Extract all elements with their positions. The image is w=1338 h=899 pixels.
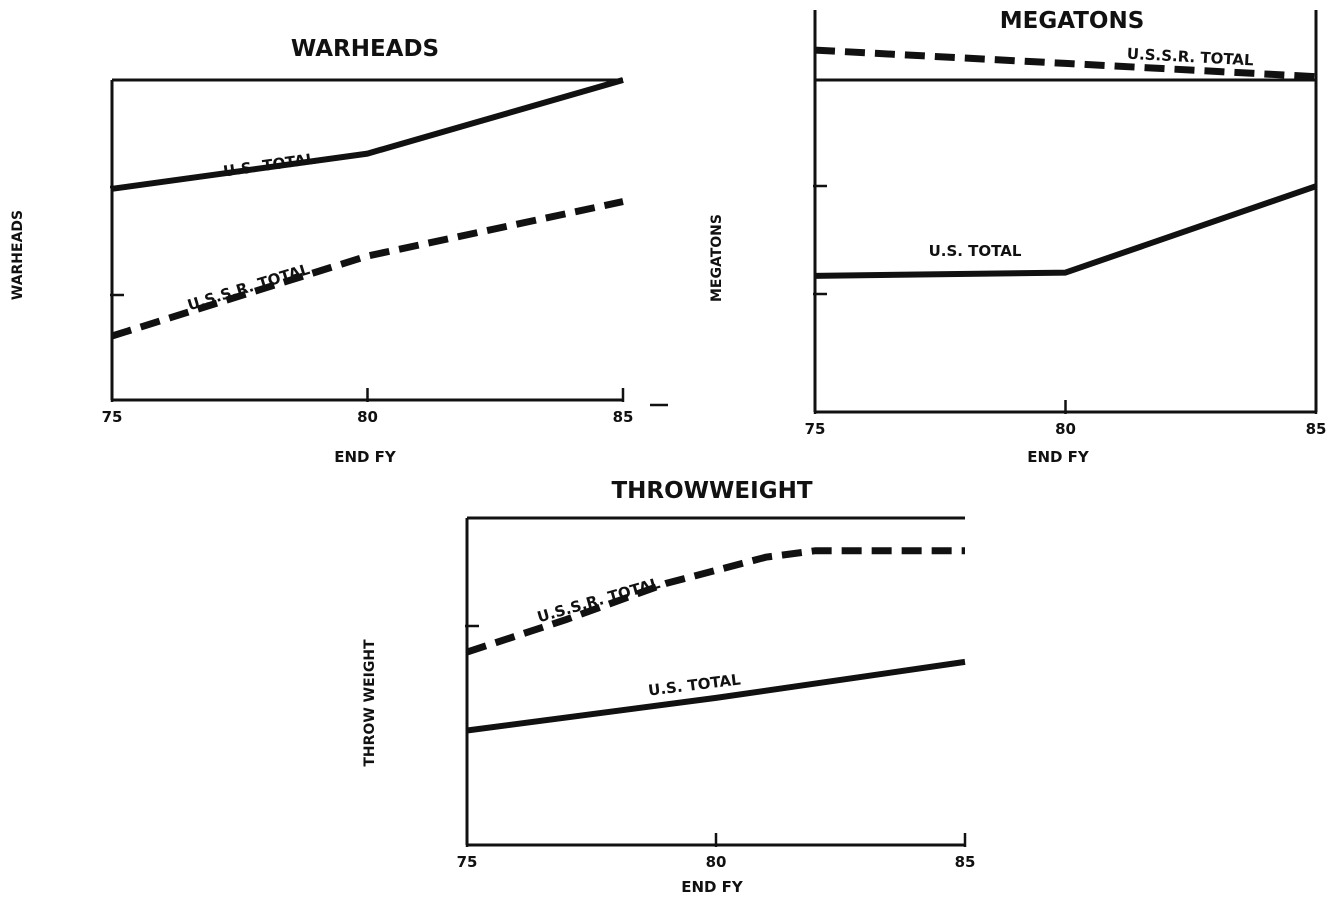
us-total-line — [814, 183, 1317, 279]
x-tick-label-80: 80 — [357, 408, 378, 426]
x-tick-label-85: 85 — [955, 853, 976, 871]
ussr-total-label: U.S.S.R. TOTAL — [535, 574, 662, 626]
chart-panel-1: 75 80 85 WARHEADS END FY WARHEADS U.S. TOTAL U.… — [10, 36, 668, 466]
x-axis-label: END FY — [681, 878, 744, 896]
x-tick-label-85: 85 — [1306, 420, 1327, 438]
x-tick-label-75: 75 — [457, 853, 478, 871]
ussr-total-line — [110, 198, 624, 340]
x-tick-label-80: 80 — [1055, 420, 1076, 438]
x-axis-label: END FY — [334, 448, 397, 466]
us-total-label: U.S. TOTAL — [222, 150, 317, 181]
us-total-line — [111, 77, 624, 192]
x-axis-label: END FY — [1027, 448, 1090, 466]
ussr-total-label: U.S.S.R. TOTAL — [185, 260, 312, 314]
x-tick-label-85: 85 — [613, 408, 634, 426]
us-total-label: U.S. TOTAL — [929, 242, 1022, 260]
y-axis-label: THROW WEIGHT — [362, 639, 378, 767]
ussr-total-line — [814, 46, 1317, 81]
x-tick-label-75: 75 — [805, 420, 826, 438]
us-total-line — [466, 658, 966, 734]
chart-title: WARHEADS — [291, 36, 439, 62]
x-tick-label-75: 75 — [102, 408, 123, 426]
chart-panel-3: 75 80 85 THROWWEIGHT END FY THROW WEIGHT U.S.S… — [362, 478, 975, 896]
y-axis-label: WARHEADS — [10, 210, 26, 300]
ussr-total-line — [465, 547, 965, 656]
chart-title: THROWWEIGHT — [611, 478, 812, 504]
chart-title: MEGATONS — [1000, 8, 1145, 34]
x-tick-label-80: 80 — [706, 853, 727, 871]
y-axis-label: MEGATONS — [709, 214, 725, 302]
